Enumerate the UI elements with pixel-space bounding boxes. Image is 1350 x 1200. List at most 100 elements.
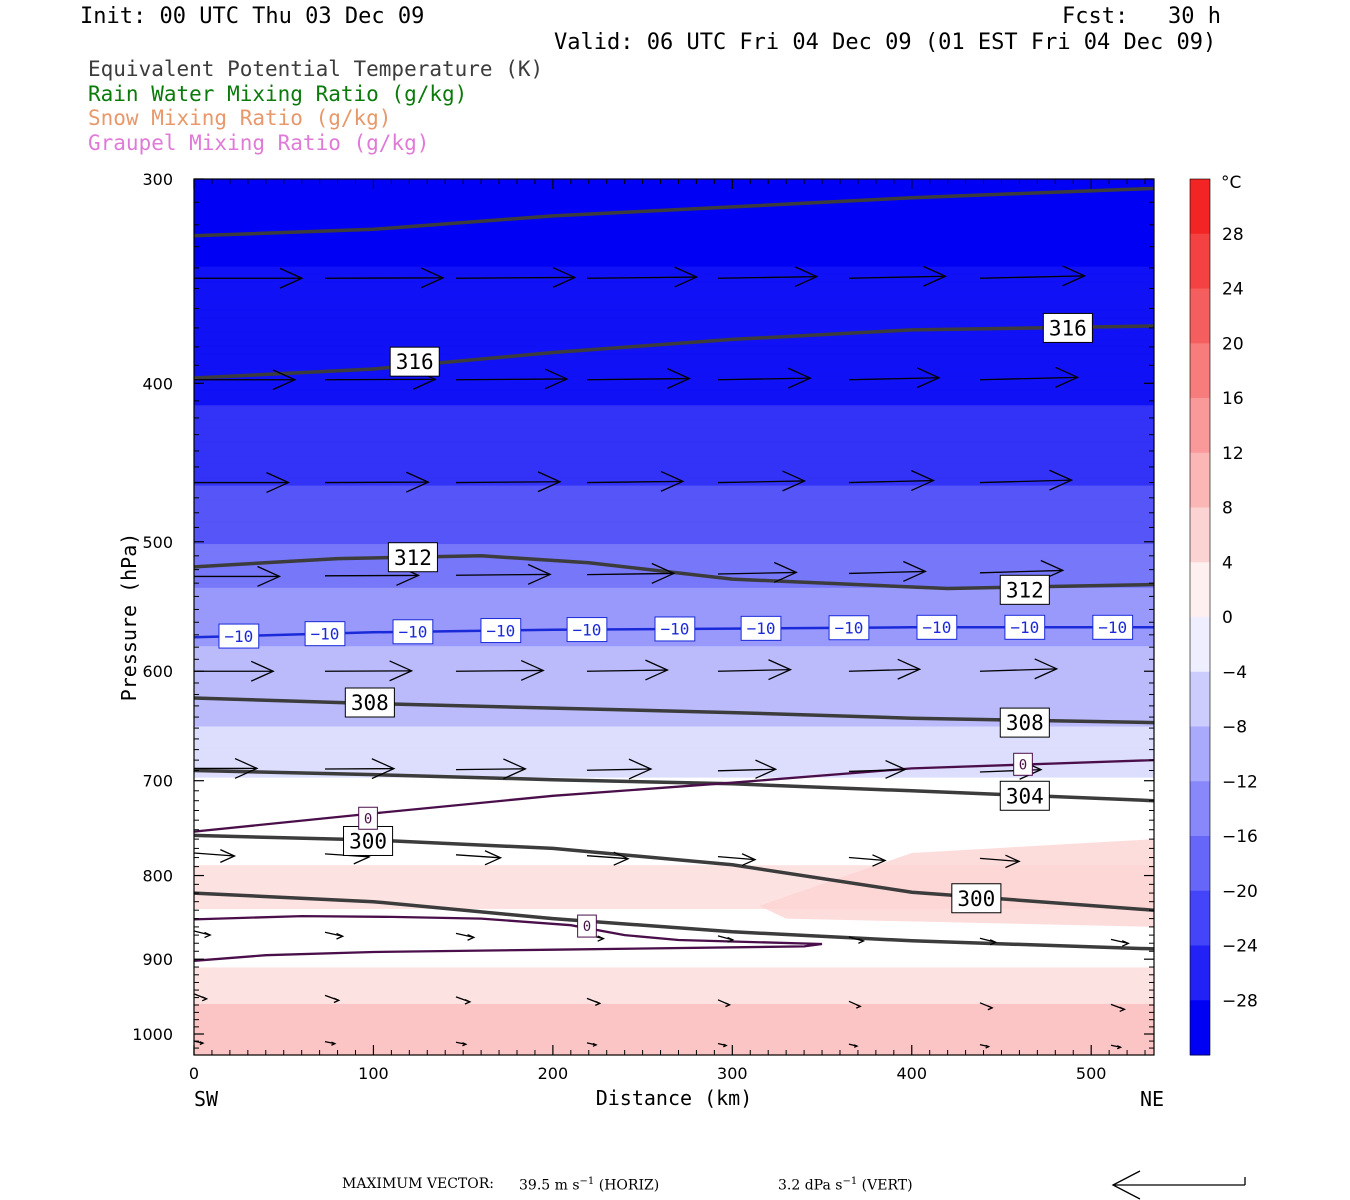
temperature-band xyxy=(194,857,1154,866)
wind-vector xyxy=(193,852,235,857)
isotherm-minus10-label-box xyxy=(916,614,958,640)
theta-e-label-box xyxy=(389,346,440,377)
temperature-band xyxy=(194,471,1154,479)
colorbar-swatch xyxy=(1190,179,1210,235)
theta-e-label: 300 xyxy=(957,887,995,911)
isotherm-minus10-label-box xyxy=(1092,614,1134,640)
temperature-band xyxy=(194,252,1154,260)
wind-vector-head xyxy=(768,659,793,681)
right-end-label: NE xyxy=(1140,1087,1164,1111)
wind-vector-head xyxy=(333,997,341,1004)
wind-vector xyxy=(586,855,629,860)
wind-vector-head xyxy=(723,1043,728,1048)
wind-vector xyxy=(848,768,906,773)
temperature-band xyxy=(194,222,1154,231)
temperature-band xyxy=(194,259,1154,268)
temperature-band xyxy=(194,1018,1154,1027)
wind-vector-head xyxy=(858,938,866,944)
wind-vector xyxy=(848,668,920,672)
temperature-band xyxy=(194,427,1154,436)
wind-vector xyxy=(717,571,797,575)
theta-e-label: 304 xyxy=(1006,784,1044,808)
temperature-band xyxy=(194,295,1154,304)
theta-e-label-box xyxy=(343,825,394,856)
colorbar-tick-label: 8 xyxy=(1222,499,1233,519)
temperature-band xyxy=(194,799,1154,808)
temperature-band xyxy=(194,792,1154,801)
colorbar-swatch xyxy=(1190,836,1210,892)
isotherm-minus10-label-box xyxy=(1004,614,1046,640)
wind-vector-head xyxy=(464,999,472,1005)
wind-vector-head xyxy=(371,758,396,780)
temperature-band xyxy=(194,967,1154,976)
colorbar-tick-label: 20 xyxy=(1222,334,1244,354)
colorbar-swatch xyxy=(1190,726,1210,782)
temperature-band xyxy=(194,522,1154,530)
wind-vector xyxy=(455,276,575,279)
isotherm-minus10-label: −10 xyxy=(311,624,340,643)
isotherm-minus10-label-box xyxy=(828,615,870,641)
wind-vector-head xyxy=(1049,469,1074,491)
temperature-band xyxy=(194,383,1154,392)
temperature-band xyxy=(194,266,1154,275)
wind-vector-head xyxy=(613,851,630,866)
temperature-band xyxy=(194,332,1154,341)
left-end-label: SW xyxy=(194,1087,219,1111)
theta-e-label-box xyxy=(344,687,395,718)
legend-theta-e: Equivalent Potential Temperature (K) xyxy=(88,57,544,81)
colorbar-tick-label: 24 xyxy=(1222,280,1244,300)
temperature-band xyxy=(194,960,1154,968)
temperature-band xyxy=(194,668,1154,676)
legend-rain: Rain Water Mixing Ratio (g/kg) xyxy=(88,82,468,106)
wind-vector-head xyxy=(903,560,927,582)
temperature-band xyxy=(194,682,1154,691)
colorbar-swatch xyxy=(1190,617,1210,673)
temperature-band xyxy=(194,361,1154,370)
wind-vector-head xyxy=(331,1041,337,1046)
temperature-band xyxy=(194,726,1154,735)
isotherm-zero xyxy=(193,914,823,962)
wind-vector-head xyxy=(552,266,577,288)
temperature-band xyxy=(194,419,1154,428)
colorbar-swatch xyxy=(1190,233,1210,289)
isotherm-zero-label-box xyxy=(1013,752,1033,776)
wind-vector-head xyxy=(853,1044,859,1048)
warm-pocket xyxy=(759,839,1154,927)
temperature-band xyxy=(194,894,1154,903)
wind-vector-head xyxy=(1116,1045,1123,1050)
isotherm-minus10-label-box xyxy=(304,621,346,647)
temperature-band xyxy=(194,1033,1154,1041)
theta-e-contour xyxy=(193,554,1155,591)
temperature-band xyxy=(194,573,1154,582)
temperature-band xyxy=(194,544,1154,552)
temperature-band xyxy=(194,179,1154,187)
wind-vector-head xyxy=(520,659,545,681)
temperature-band xyxy=(194,748,1154,757)
isotherm-minus10-label-box xyxy=(392,619,434,645)
wind-vector-head xyxy=(628,758,653,780)
colorbar-swatch xyxy=(1190,288,1210,344)
valid-time: Valid: 06 UTC Fri 04 Dec 09 (01 EST Fri … xyxy=(554,30,1217,55)
colorbar-tick-label: −28 xyxy=(1222,991,1258,1011)
temperature-band xyxy=(194,982,1154,990)
wind-vector-head xyxy=(911,470,935,492)
temperature-band xyxy=(194,514,1154,523)
wind-vector xyxy=(848,856,886,862)
theta-e-label: 300 xyxy=(349,830,387,854)
wind-vector-head xyxy=(484,850,503,866)
wind-vector-head xyxy=(987,1005,994,1011)
wind-vector xyxy=(717,276,817,279)
theta-e-label: 316 xyxy=(396,350,434,374)
wind-vector xyxy=(586,377,690,381)
isotherm-minus10-label: −10 xyxy=(1010,618,1039,637)
axes: 300 400 500 600 700 800 900 1000 0 100 200 300 400 50… xyxy=(117,170,1164,1111)
temperature-band xyxy=(194,660,1154,669)
y-tick-label: 400 xyxy=(142,374,173,393)
max-vector-label: MAXIMUM VECTOR: xyxy=(342,1176,494,1192)
isotherm-minus10-label: −10 xyxy=(660,620,689,639)
temperature-band xyxy=(194,390,1154,399)
colorbar-frame xyxy=(1189,178,1211,1056)
isotherm-minus10-label-box xyxy=(654,616,696,642)
colorbar-tick-label: −4 xyxy=(1222,663,1247,683)
wind-vector-head xyxy=(266,472,291,494)
